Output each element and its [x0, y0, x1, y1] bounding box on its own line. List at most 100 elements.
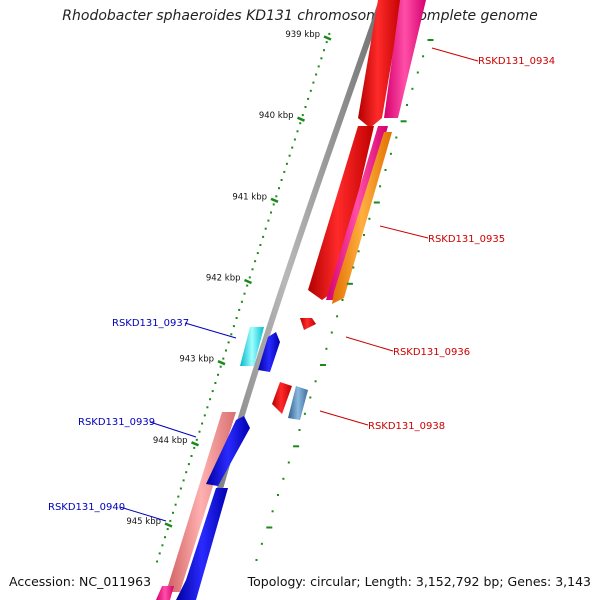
scale-dot: [299, 122, 302, 125]
scale-dot: [240, 300, 243, 303]
leader-0935: [379, 225, 429, 239]
tick-label: 939 kbp: [285, 30, 320, 40]
inner-dot: [330, 331, 333, 334]
scale-dot: [179, 487, 182, 490]
tick-label: 941 kbp: [232, 192, 267, 202]
scale-dot: [230, 333, 233, 336]
scale-dot: [296, 130, 299, 133]
inner-dot: [320, 364, 326, 366]
leader-0940: [119, 506, 167, 522]
scale-dot: [262, 235, 265, 238]
tick-label: 942 kbp: [206, 274, 241, 284]
gene-arrow-0935-orange: [332, 132, 392, 304]
scale-dot: [291, 146, 294, 149]
scale-dot: [195, 438, 198, 441]
scale-dot: [158, 552, 161, 555]
gene-arrow-0938-steel: [288, 386, 308, 420]
gene-arrow-0940-magenta: [156, 586, 174, 600]
scale-dot: [301, 114, 304, 117]
inner-dot-track: [255, 39, 434, 561]
major-tick-mark: [270, 197, 279, 203]
gene-label-0938: RSKD131_0938: [368, 421, 445, 432]
inner-dot: [314, 380, 317, 383]
leader-0938: [319, 410, 369, 426]
gene-arrow-0935-red: [308, 126, 374, 300]
scale-dot: [225, 349, 227, 352]
scale-dot: [187, 463, 190, 466]
gene-arrow-0934-magenta: [384, 0, 426, 118]
inner-dot: [411, 87, 414, 90]
inner-dot: [422, 55, 425, 58]
scale-dot: [293, 138, 296, 141]
scale-dot: [275, 195, 278, 198]
scale-dot: [264, 227, 267, 230]
gene-arrow-0937-blue: [258, 332, 280, 372]
scale-dot: [235, 317, 238, 319]
scale-dot: [201, 422, 204, 425]
scale-dot: [272, 203, 275, 206]
scale-dot: [317, 65, 320, 68]
gene-arrow-0940-blue: [176, 488, 228, 600]
major-tick-mark: [297, 116, 305, 122]
inner-dot: [357, 250, 360, 253]
gene-label-0935: RSKD131_0935: [428, 234, 505, 245]
scale-dot: [172, 511, 174, 514]
tick-label: 943 kbp: [179, 355, 214, 365]
scale-dot: [227, 341, 230, 344]
scale-dot-track: [156, 32, 331, 563]
inner-dot: [260, 542, 263, 545]
inner-dot: [303, 412, 306, 415]
scale-ticks: 939 kbp 940 kbp 941 kbp 942 kbp 943 kbp 944 k…: [126, 30, 332, 528]
scale-dot: [161, 544, 164, 547]
gene-arrow-0939-salmon: [166, 412, 236, 592]
inner-dot: [346, 282, 353, 285]
tick-label: 940 kbp: [259, 111, 294, 121]
scale-dot: [246, 284, 249, 287]
inner-dot: [336, 315, 339, 318]
scale-dot: [182, 479, 185, 482]
leader-0936: [345, 336, 394, 352]
scale-dot: [209, 398, 212, 401]
inner-dot: [309, 396, 312, 399]
scale-dot: [166, 528, 169, 531]
inner-dot: [341, 299, 344, 301]
scale-dot: [251, 268, 254, 271]
scale-dot: [248, 276, 251, 279]
gene-arrow-0936: [300, 318, 316, 330]
scale-dot: [270, 211, 272, 214]
leader-0934: [431, 47, 479, 62]
inner-dot: [287, 461, 290, 464]
inner-dot: [363, 234, 365, 236]
major-tick-mark: [217, 360, 226, 366]
inner-dot: [282, 477, 285, 480]
gene-arrow-0939-blue: [206, 416, 250, 486]
scale-dot: [328, 32, 331, 35]
inner-dot: [298, 429, 301, 431]
scale-dot: [304, 106, 307, 108]
accession-text: Accession: NC_011963: [9, 574, 152, 589]
scale-dot: [267, 219, 270, 222]
scale-dot: [211, 390, 214, 393]
inner-dot: [352, 266, 355, 269]
scale-dot: [164, 536, 166, 539]
gene-label-0940: RSKD131_0940: [48, 502, 125, 513]
leader-0939: [149, 421, 197, 438]
scale-dot: [198, 430, 201, 433]
scale-dot: [185, 471, 188, 474]
scale-dot: [280, 179, 283, 181]
inner-dot: [293, 445, 300, 448]
scale-dot: [232, 325, 235, 328]
scale-dot: [174, 503, 177, 506]
inner-dot: [266, 526, 273, 529]
scale-dot: [206, 406, 209, 409]
inner-dot: [373, 201, 380, 204]
gene-arrow-0938-red: [272, 382, 292, 414]
inner-dot: [427, 39, 434, 41]
inner-dot: [384, 169, 387, 171]
inner-dot: [277, 494, 279, 496]
leader-0937: [184, 322, 237, 339]
gene-label-0936: RSKD131_0936: [393, 347, 470, 358]
inner-dot: [379, 185, 382, 188]
